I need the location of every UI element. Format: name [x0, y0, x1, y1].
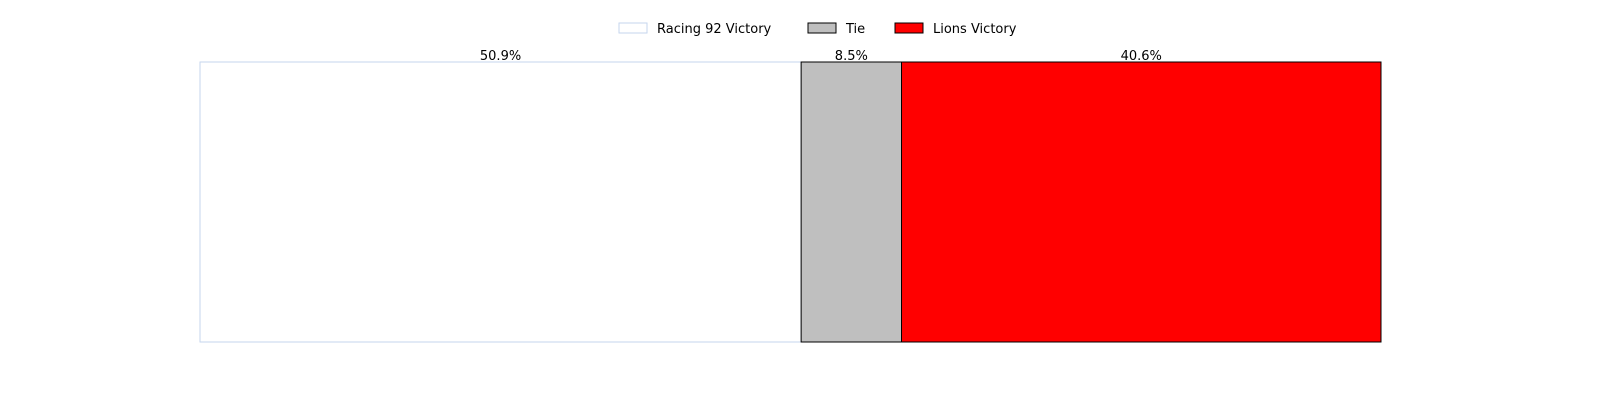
data-labels: 50.9% 8.5% 40.6% [480, 49, 1162, 64]
legend-label-racing-92-victory: Racing 92 Victory [657, 22, 772, 37]
bar-segments [199, 61, 1382, 343]
data-label-racing-92-victory: 50.9% [480, 49, 521, 64]
bar-segment-lions-victory [901, 61, 1382, 343]
data-label-lions-victory: 40.6% [1121, 49, 1162, 64]
legend-label-lions-victory: Lions Victory [933, 22, 1017, 37]
legend-swatch-lions-victory [894, 22, 924, 34]
data-label-tie: 8.5% [835, 49, 868, 64]
legend-label-tie: Tie [845, 22, 865, 37]
bar-segment-racing-92-victory [199, 61, 802, 343]
legend-swatch-racing-92-victory [618, 22, 648, 34]
chart-legend: Racing 92 Victory Tie Lions Victory [618, 22, 1017, 37]
bar-segment-tie [800, 61, 903, 343]
legend-swatch-tie [807, 22, 837, 34]
